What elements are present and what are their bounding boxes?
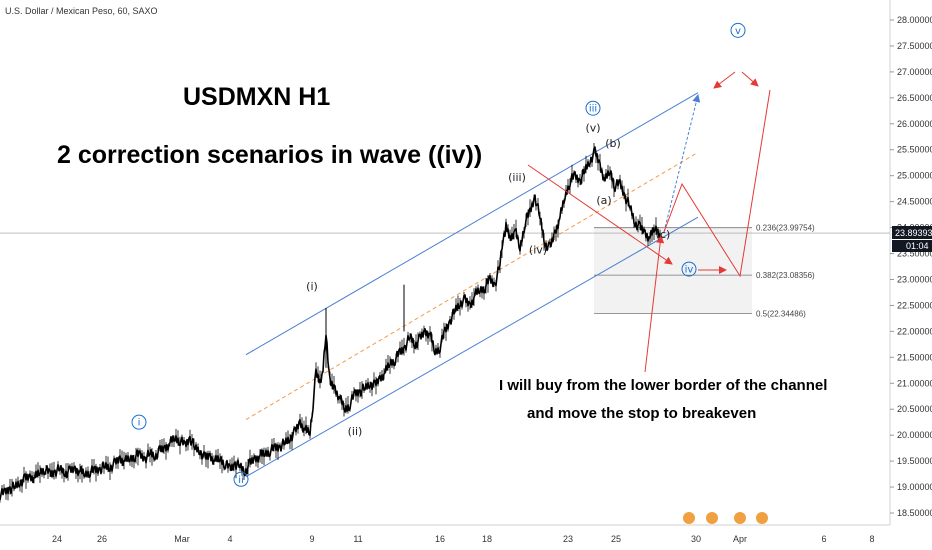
countdown-label: 01:04: [906, 241, 929, 251]
y-tick-label: 26.50000: [897, 93, 932, 103]
chart-title: USDMXN H1: [183, 83, 330, 111]
fib-zone: [594, 227, 752, 314]
wave-circle: [730, 22, 746, 38]
y-tick-label: 23.50000: [897, 249, 932, 259]
fibonacci-levels[interactable]: 0.236(23.99754) 0.382(23.08356) 0.5(22.344…: [0, 224, 890, 319]
channel-lower-line[interactable]: [245, 216, 699, 478]
wave-label: (i): [306, 280, 318, 293]
price-axis[interactable]: 28.00000 27.50000 27.00000 26.50000 26.00000…: [890, 15, 932, 518]
wave-circle: [585, 100, 601, 116]
x-tick-label: 16: [435, 534, 445, 544]
wave-circle-label: ii: [238, 475, 244, 486]
fib-level-label: 0.5(22.34486): [756, 309, 806, 318]
y-tick-label: 26.00000: [897, 119, 932, 129]
x-tick-label: 6: [821, 534, 826, 544]
fib-level-label: 0.382(23.08356): [756, 271, 815, 280]
y-tick-label: 27.00000: [897, 67, 932, 77]
wave-circle: [233, 471, 249, 487]
x-tick-label: Apr: [733, 534, 747, 544]
symbol-label: U.S. Dollar / Mexican Peso, 60, SAXO: [5, 6, 158, 16]
price-series: [0, 142, 661, 503]
event-icon[interactable]: [706, 512, 718, 524]
countdown-badge: [892, 240, 932, 252]
wave-circle-label: iv: [685, 265, 694, 276]
wave-label: (ii): [348, 425, 363, 438]
y-tick-label: 23.00000: [897, 274, 932, 284]
scenario-arrows[interactable]: [527, 71, 771, 373]
event-icon[interactable]: [756, 512, 768, 524]
scenario-path-red[interactable]: [663, 89, 771, 278]
pointer-arrow[interactable]: [741, 71, 759, 87]
x-tick-label: 9: [309, 534, 314, 544]
event-icon[interactable]: [683, 512, 695, 524]
x-tick-label: 18: [482, 534, 492, 544]
y-tick-label: 28.00000: [897, 15, 932, 25]
wave-label: (iii): [508, 171, 526, 184]
pointer-arrow[interactable]: [713, 71, 736, 89]
price-line: [0, 146, 661, 501]
wave-label: (c): [656, 228, 671, 241]
current-price-label: 23.89393: [895, 228, 932, 238]
wave-label: (a): [596, 194, 611, 207]
x-tick-label: 4: [227, 534, 232, 544]
current-price-badge: [892, 226, 932, 239]
pointer-arrow[interactable]: [644, 235, 665, 373]
y-tick-label: 18.50000: [897, 508, 932, 518]
chart-subtitle: 2 correction scenarios in wave ((iv)): [57, 141, 482, 169]
y-tick-label: 24.50000: [897, 197, 932, 207]
wave-circle-label: v: [735, 26, 741, 37]
y-tick-label: 19.00000: [897, 482, 932, 492]
wave-circle: [131, 414, 147, 430]
wave-circle-label: i: [138, 418, 141, 429]
x-tick-label: Mar: [174, 534, 190, 544]
event-icon[interactable]: [734, 512, 746, 524]
y-tick-label: 21.00000: [897, 378, 932, 388]
x-tick-label: 23: [563, 534, 573, 544]
y-tick-label: 21.50000: [897, 352, 932, 362]
y-tick-label: 20.50000: [897, 404, 932, 414]
x-tick-label: 25: [611, 534, 621, 544]
y-tick-label: 27.50000: [897, 41, 932, 51]
y-tick-label: 25.00000: [897, 171, 932, 181]
x-tick-label: 30: [691, 534, 701, 544]
y-tick-label: 19.50000: [897, 456, 932, 466]
y-tick-label: 22.00000: [897, 326, 932, 336]
x-tick-label: 26: [97, 534, 107, 544]
y-tick-label: 20.00000: [897, 430, 932, 440]
x-tick-label: 24: [52, 534, 62, 544]
scenario-arrow-blue[interactable]: [663, 94, 701, 233]
x-tick-label: 11: [353, 534, 362, 544]
time-axis[interactable]: 24 26 Mar 4 9 11 16 18 23 25 30 Apr 6 8: [52, 534, 875, 544]
y-tick-label: 25.50000: [897, 145, 932, 155]
wave-circle-label: iii: [589, 104, 597, 115]
event-icons[interactable]: [683, 512, 768, 524]
trade-note-line2: and move the stop to breakeven: [527, 405, 756, 422]
wave-label: (v): [585, 122, 600, 135]
trade-note-line1: I will buy from the lower border of the …: [499, 377, 827, 394]
channel-upper-line[interactable]: [245, 92, 699, 356]
y-tick-label: 22.50000: [897, 300, 932, 310]
x-tick-label: 8: [869, 534, 874, 544]
pointer-arrow[interactable]: [527, 164, 673, 265]
fib-level-label: 0.236(23.99754): [756, 224, 815, 233]
wave-label: (b): [605, 137, 621, 150]
wave-label: (iv): [529, 244, 547, 257]
wave-circle: [681, 261, 697, 277]
